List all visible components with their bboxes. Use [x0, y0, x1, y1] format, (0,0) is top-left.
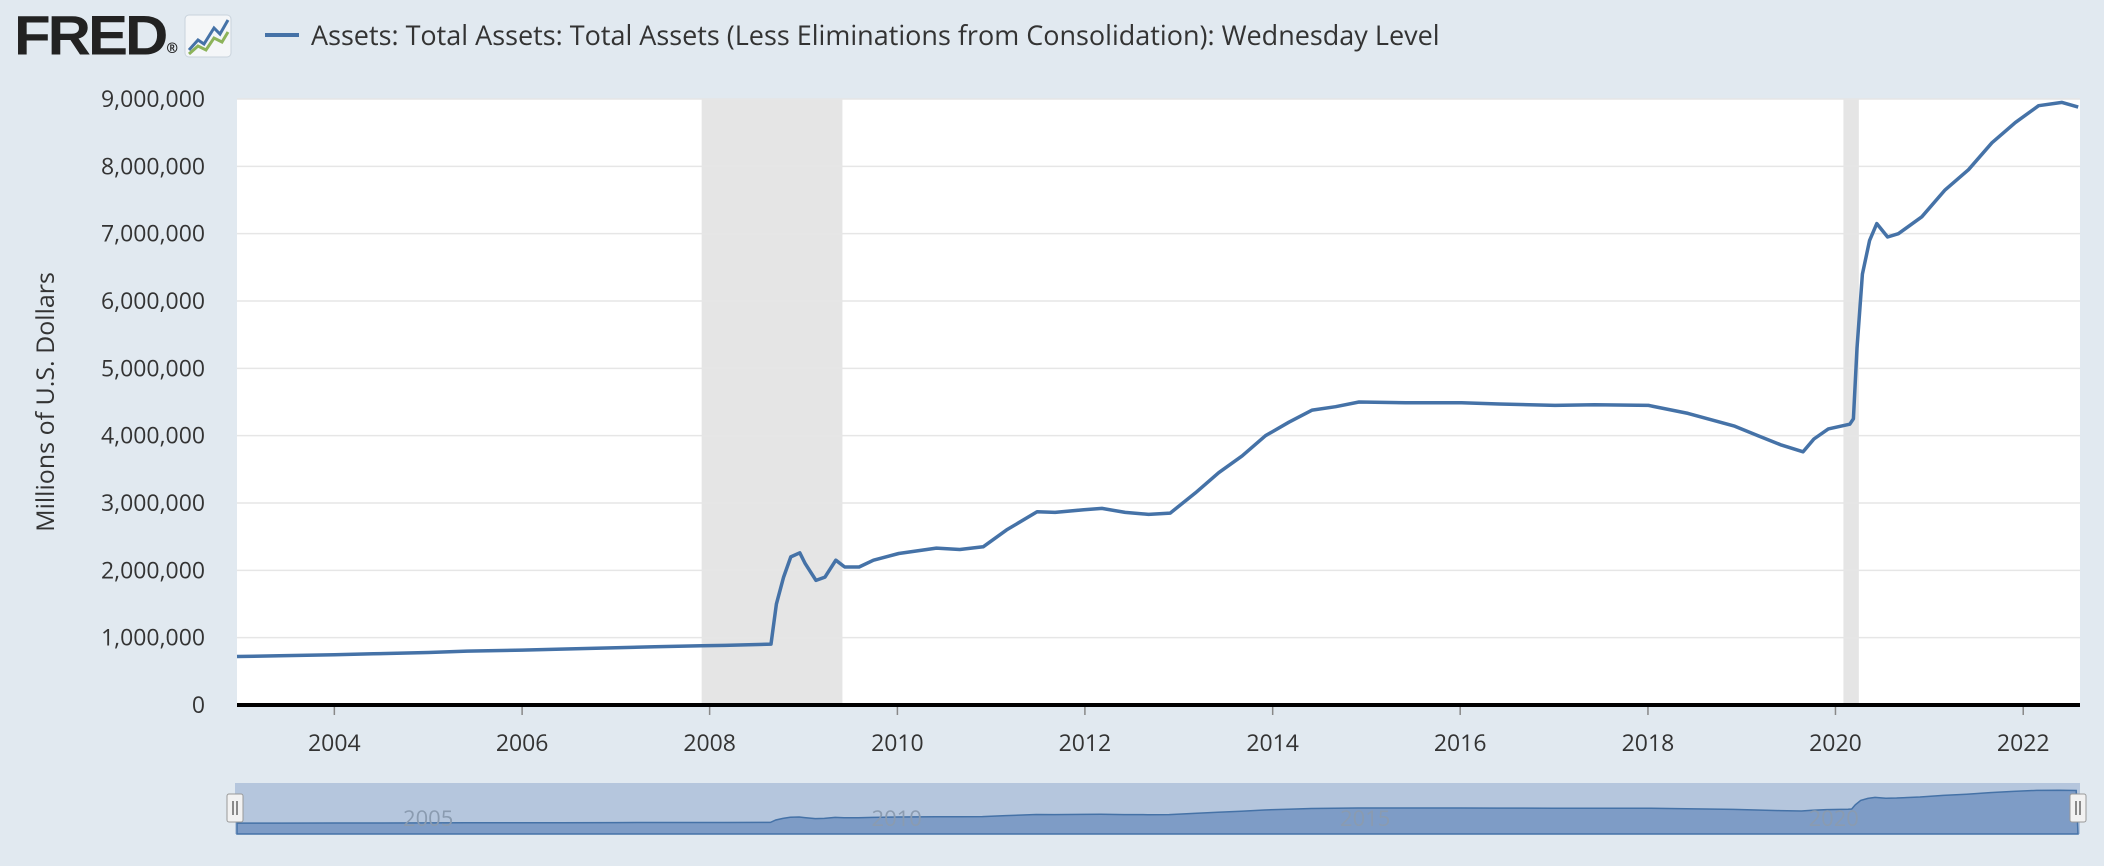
legend-series-name: Assets: Total Assets: Total Assets (Less…	[311, 16, 1440, 53]
y-tick-label: 3,000,000	[101, 486, 205, 518]
line-chart-icon	[184, 14, 232, 58]
y-tick-label: 7,000,000	[101, 217, 205, 249]
series-line[interactable]	[236, 100, 2079, 659]
y-tick-label: 6,000,000	[101, 284, 205, 316]
y-tick-label: 5,000,000	[101, 351, 205, 383]
legend[interactable]: Assets: Total Assets: Total Assets (Less…	[265, 16, 1440, 53]
logo-registered-mark: ®	[166, 39, 178, 58]
x-tick-label: 2014	[1246, 726, 1299, 758]
navigator-handle-right[interactable]	[2069, 793, 2087, 823]
x-tick-label: 2022	[1997, 726, 2050, 758]
y-tick-label: 8,000,000	[101, 149, 205, 181]
recession-band	[701, 99, 843, 705]
y-axis-ticks: 0 1,000,000 2,000,000 3,000,000 4,000,000 5,0…	[101, 82, 205, 720]
y-tick-label: 4,000,000	[101, 419, 205, 451]
navigator-year-label: 2020	[1809, 803, 1859, 833]
plot-area	[237, 99, 2080, 705]
x-axis-ticks: 2004 2006 2008 2010 2012 2014 2016 2018 2020 2022	[308, 705, 2050, 758]
navigator-year-label: 2010	[872, 803, 922, 833]
x-tick-label: 2020	[1809, 726, 1862, 758]
gridlines	[237, 98, 2080, 639]
navigator-year-label: 2015	[1340, 803, 1390, 833]
range-navigator[interactable]: 2005 2010 2015 2020	[226, 783, 2087, 835]
x-tick-label: 2008	[683, 726, 736, 758]
x-tick-label: 2004	[308, 726, 361, 758]
y-tick-label: 9,000,000	[101, 82, 205, 114]
legend-swatch	[265, 32, 299, 37]
y-tick-label: 1,000,000	[101, 621, 205, 653]
x-tick-label: 2010	[871, 726, 924, 758]
logo-text: FRED	[14, 4, 168, 67]
navigator-labels: 2005 2010 2015 2020	[403, 803, 1859, 833]
x-tick-label: 2016	[1434, 726, 1487, 758]
x-tick-label: 2006	[496, 726, 549, 758]
recession-bands	[701, 99, 1859, 705]
y-tick-label: 0	[192, 688, 205, 720]
recession-band	[1843, 99, 1859, 705]
x-tick-label: 2012	[1059, 726, 1112, 758]
navigator-handle-left[interactable]	[226, 793, 244, 823]
x-tick-label: 2018	[1622, 726, 1675, 758]
navigator-series-area	[236, 789, 2079, 835]
fred-logo[interactable]: FRED ®	[14, 8, 232, 64]
y-tick-label: 2,000,000	[101, 553, 205, 585]
navigator-year-label: 2005	[403, 803, 453, 833]
y-axis-label: Millions of U.S. Dollars	[28, 272, 62, 532]
